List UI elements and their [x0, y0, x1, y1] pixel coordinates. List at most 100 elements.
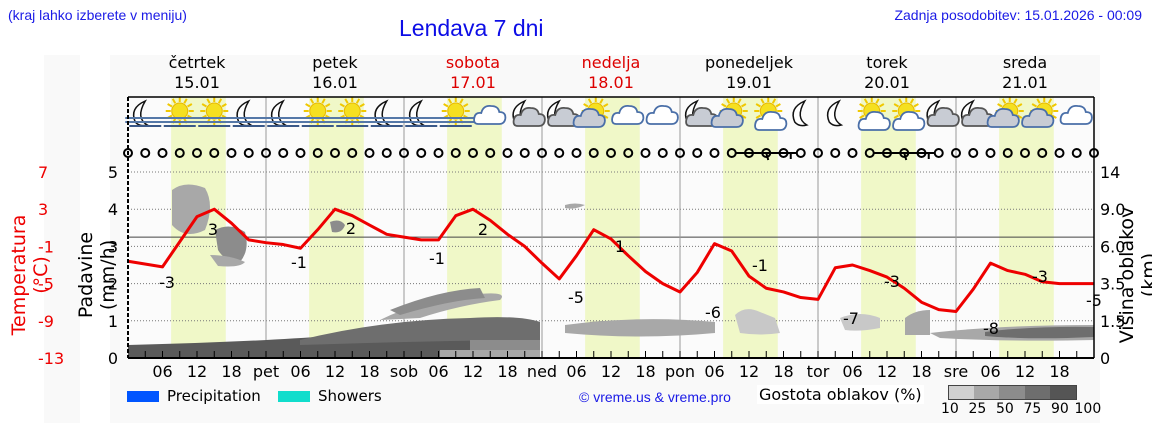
- moon-fog-icon: [263, 99, 304, 127]
- precipitation-swatch: [127, 390, 159, 402]
- x-tick: 12: [325, 362, 345, 381]
- calm-wind-icon: [606, 148, 616, 158]
- x-tick: 06: [980, 362, 1000, 381]
- temp-tick: 7: [38, 163, 48, 182]
- calm-wind-icon: [192, 148, 202, 158]
- legend-showers: Showers: [278, 387, 382, 405]
- calm-wind-icon: [364, 148, 375, 158]
- x-tick: 18: [359, 362, 379, 381]
- day-date: 20.01: [864, 73, 910, 92]
- sun-fog-icon: [159, 97, 200, 127]
- x-tick: tor: [807, 362, 830, 381]
- calm-wind-icon: [657, 148, 668, 158]
- x-tick: 12: [601, 362, 621, 381]
- calm-wind-icon: [537, 148, 547, 158]
- day-date: 18.01: [588, 73, 634, 92]
- cloud-height-tick: 3.5: [1100, 275, 1125, 294]
- day-header: sobota 17.01: [404, 53, 542, 93]
- daylight-band: [999, 97, 1054, 358]
- cloud-height-tick: 14: [1100, 163, 1120, 182]
- calm-wind-icon: [709, 148, 720, 158]
- cloud-density-scale: [948, 385, 1077, 400]
- temp-annotation: 1: [615, 237, 625, 256]
- x-tick: sob: [390, 362, 418, 381]
- x-tick: pon: [665, 362, 695, 381]
- day-header: nedelja 18.01: [542, 53, 680, 93]
- calm-wind-icon: [381, 148, 392, 158]
- precip-tick: 1: [108, 312, 118, 331]
- calm-wind-icon: [847, 148, 858, 158]
- moon-fog-icon: [125, 99, 166, 127]
- calm-wind-icon: [968, 148, 979, 158]
- calm-wind-icon: [140, 148, 151, 158]
- density-tick: 75: [1023, 401, 1042, 417]
- x-tick: 18: [221, 362, 241, 381]
- temperature-line: [127, 207, 1094, 313]
- calm-wind-icon: [157, 148, 168, 158]
- sun-cloud-icon: [1021, 97, 1059, 128]
- panel-gap: [80, 55, 110, 423]
- calm-wind-icon: [813, 148, 823, 158]
- x-tick: 18: [635, 362, 655, 381]
- precip-tick: 0: [108, 349, 118, 368]
- calm-wind-icon: [1054, 148, 1065, 158]
- temp-tick: -9: [38, 312, 54, 331]
- cloud-height-tick: 1.5: [1100, 312, 1125, 331]
- sun-small-cloud-icon: [754, 97, 788, 131]
- x-tick: ned: [527, 362, 557, 381]
- moon-fog-icon: [366, 99, 407, 127]
- moon-cloud-icon: [512, 99, 546, 127]
- temp-annotation: -1: [291, 253, 307, 272]
- density-tick: 100: [1074, 401, 1102, 417]
- calm-wind-icon: [243, 148, 254, 158]
- copyright-link[interactable]: © vreme.us & vreme.pro: [579, 389, 731, 405]
- wind-row: [123, 148, 1099, 161]
- temperature-axis-title: Temperatura (°C): [8, 214, 52, 336]
- day-header: petek 16.01: [266, 53, 404, 93]
- calm-wind-icon: [519, 148, 530, 158]
- sun-fog-icon: [435, 97, 476, 127]
- calm-wind-icon: [623, 148, 634, 158]
- cloud-density-title: Gostota oblakov (%): [757, 385, 924, 404]
- temp-annotation: -3: [1032, 267, 1048, 286]
- moon-icon: [792, 99, 809, 127]
- x-tick: 18: [911, 362, 931, 381]
- day-header: ponedeljek 19.01: [680, 53, 818, 93]
- legend-precipitation: Precipitation: [127, 387, 261, 405]
- x-tick: 18: [773, 362, 793, 381]
- calm-wind-icon: [1002, 148, 1013, 158]
- calm-wind-icon: [416, 148, 427, 158]
- x-tick: 12: [739, 362, 759, 381]
- precip-tick: 5: [108, 163, 118, 182]
- temp-tick: -5: [38, 275, 54, 294]
- precip-tick: 3: [108, 237, 118, 256]
- x-tick: 06: [566, 362, 586, 381]
- density-tick: 90: [1051, 401, 1069, 417]
- calm-wind-icon: [485, 148, 496, 158]
- sun-small-cloud-icon: [892, 97, 926, 131]
- temp-annotation: -1: [752, 256, 768, 275]
- day-date: 19.01: [726, 73, 772, 92]
- region-hint[interactable]: (kraj lahko izberete v meniju): [8, 7, 187, 23]
- day-name: petek: [312, 53, 358, 72]
- page-title: Lendava 7 dni: [399, 15, 544, 41]
- precip-tick: 4: [108, 200, 118, 219]
- temp-annotation: 2: [346, 219, 356, 238]
- calm-wind-icon: [985, 148, 996, 158]
- temp-annotation: -8: [983, 319, 999, 338]
- calm-wind-icon: [399, 148, 409, 158]
- day-name: sobota: [445, 53, 501, 72]
- sun-fog-icon: [332, 97, 373, 127]
- temp-annotation: -3: [159, 273, 175, 292]
- day-name: nedelja: [581, 53, 641, 72]
- x-tick: 06: [428, 362, 448, 381]
- day-date: 21.01: [1002, 73, 1048, 92]
- x-tick: 12: [1015, 362, 1035, 381]
- temp-annotation: -5: [568, 288, 584, 307]
- showers-swatch: [278, 390, 310, 402]
- calm-wind-icon: [640, 148, 651, 158]
- weather-icons-row: [125, 97, 1093, 131]
- sun-fog-icon: [194, 97, 235, 127]
- temp-annotation: 3: [208, 220, 218, 239]
- moon-fog-icon: [228, 99, 269, 127]
